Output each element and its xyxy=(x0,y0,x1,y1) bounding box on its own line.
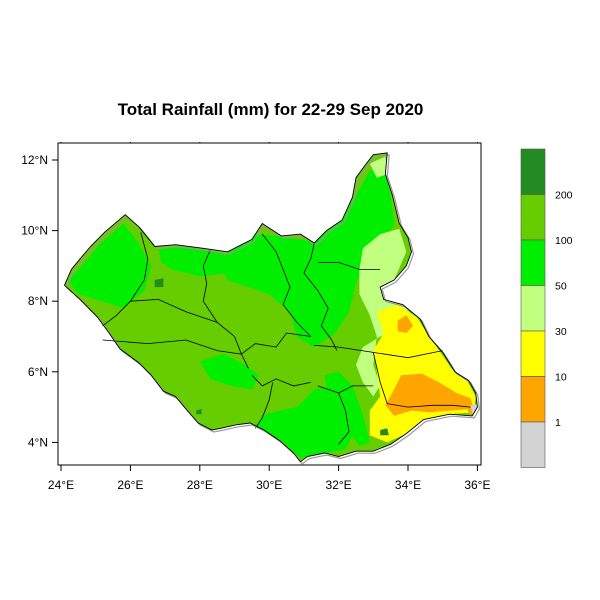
zone-200-plus-spot-1 xyxy=(154,278,164,288)
zone-30-50-northeast xyxy=(369,156,388,178)
y-tick-label: 4°N xyxy=(28,435,48,449)
legend-swatch xyxy=(520,194,546,241)
country-outline xyxy=(63,152,478,463)
border-lakes-eq xyxy=(251,375,311,387)
zone-50-100-northwest xyxy=(158,246,235,277)
zone-50-100-centre-south xyxy=(199,354,259,390)
border-upper-nile-south xyxy=(317,262,381,270)
border-central-eastern xyxy=(317,385,350,445)
x-tick-label: 36°E xyxy=(464,478,490,492)
border-eq-central xyxy=(254,382,274,429)
legend-swatch xyxy=(520,330,546,377)
x-tick-label: 24°E xyxy=(48,478,74,492)
x-tick-label: 30°E xyxy=(256,478,282,492)
border-warrap-unity xyxy=(202,249,218,323)
color-legend: 200 100 50 30 10 1 xyxy=(520,148,573,468)
x-tick-label: 28°E xyxy=(187,478,213,492)
legend-swatch xyxy=(520,421,546,468)
legend-label: 10 xyxy=(555,372,567,384)
zone-50-100-central xyxy=(220,167,395,348)
border-jonglei-west xyxy=(303,242,338,351)
zone-200-plus-spot-2 xyxy=(196,408,202,415)
y-tick-label: 12°N xyxy=(21,153,48,167)
border-eastern-north xyxy=(338,385,374,394)
border-nbg-warrap xyxy=(102,232,149,327)
rainfall-zones xyxy=(67,156,478,459)
x-tick-label: 26°E xyxy=(117,478,143,492)
x-tick-label: 32°E xyxy=(326,478,352,492)
x-axis: 24°E 26°E 28°E 30°E 32°E 34°E 36°E xyxy=(48,142,490,492)
rainfall-field xyxy=(64,152,478,462)
zone-50-100-west xyxy=(67,223,152,309)
legend-swatch xyxy=(520,376,546,423)
y-tick-label: 10°N xyxy=(21,224,48,238)
zone-50-100-south xyxy=(255,385,356,459)
border-lakes-jonglei xyxy=(241,332,311,355)
border-unity-upper-nile xyxy=(261,233,312,337)
y-axis: 12°N 10°N 8°N 6°N 4°N xyxy=(21,153,58,449)
legend-swatch xyxy=(520,285,546,332)
legend-label: 1 xyxy=(555,417,561,429)
zone-200-plus-spot-3 xyxy=(380,428,389,436)
border-pibor-south xyxy=(372,352,471,408)
zone-50-100-southeast xyxy=(324,371,370,446)
zone-1-10-pibor xyxy=(397,315,414,333)
y-tick-label: 6°N xyxy=(28,365,48,379)
state-boundaries xyxy=(102,232,471,445)
legend-label: 200 xyxy=(555,190,573,202)
y-tick-label: 8°N xyxy=(28,294,48,308)
legend-label: 50 xyxy=(555,281,567,293)
border-wes-lakes-south xyxy=(102,339,242,355)
x-tick-label: 34°E xyxy=(395,478,421,492)
legend-swatch xyxy=(520,239,546,286)
legend-label: 100 xyxy=(555,235,573,247)
legend-swatch xyxy=(520,148,546,195)
legend-label: 30 xyxy=(555,326,567,338)
map-title: Total Rainfall (mm) for 22-29 Sep 2020 xyxy=(117,100,424,119)
